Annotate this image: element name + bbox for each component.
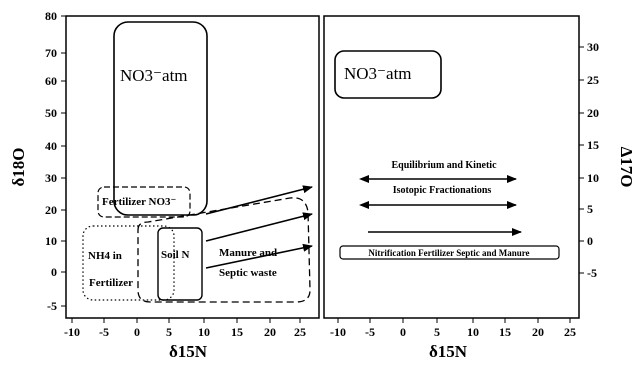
equilibrium-label-line2: Isotopic Fractionations bbox=[393, 185, 492, 196]
region-nh4-label-line2: Fertilizer bbox=[89, 277, 133, 289]
right-y-tick-label: 20 bbox=[587, 106, 599, 120]
right-y-tick-label: -5 bbox=[587, 266, 597, 280]
right-y-tick-label: 10 bbox=[587, 171, 599, 185]
right-x-tick-label: 5 bbox=[434, 325, 440, 339]
trend-arrow-upper bbox=[205, 185, 313, 215]
right-x-tick-label: -10 bbox=[330, 325, 346, 339]
left-y-tick-label: 40 bbox=[45, 139, 57, 153]
right-x-tick-label: 20 bbox=[532, 325, 544, 339]
right-x-axis-title: δ15N bbox=[429, 342, 468, 361]
right-x-tick-label: 25 bbox=[564, 325, 576, 339]
right-plot-frame bbox=[323, 15, 580, 319]
right-y-tick-label: 25 bbox=[587, 73, 599, 87]
region-atm-no3 bbox=[113, 21, 208, 216]
right-panel: 30 25 20 15 10 5 0 -5 -10 -5 0 5 10 15 bbox=[323, 15, 636, 361]
right-x-tick-label: 15 bbox=[499, 325, 511, 339]
left-y-tick-label: 60 bbox=[45, 74, 57, 88]
equilibrium-label-line1: Equilibrium and Kinetic bbox=[391, 160, 497, 171]
region-fertilizer-no3 bbox=[97, 186, 191, 218]
right-y-ticks bbox=[579, 46, 584, 274]
nitrification-box bbox=[339, 245, 560, 260]
left-x-tick-label: -5 bbox=[99, 325, 109, 339]
left-x-ticks bbox=[71, 318, 301, 323]
right-x-ticks bbox=[337, 318, 571, 323]
right-y-axis-title: Δ17O bbox=[617, 147, 636, 188]
region-manure-label-line2: Septic waste bbox=[219, 267, 277, 279]
right-x-tick-label: -5 bbox=[365, 325, 375, 339]
left-y-tick-label: 20 bbox=[45, 203, 57, 217]
left-x-tick-label: -10 bbox=[64, 325, 80, 339]
left-y-tick-labels: 80 70 60 50 40 30 20 10 0 -5 bbox=[45, 9, 57, 313]
left-y-tick-label: 0 bbox=[51, 265, 57, 279]
left-y-tick-label: 80 bbox=[45, 9, 57, 23]
right-x-tick-labels: -10 -5 0 5 10 15 20 25 bbox=[330, 325, 576, 339]
right-atm-no3-box bbox=[334, 50, 442, 99]
left-x-tick-label: 20 bbox=[264, 325, 276, 339]
left-x-tick-label: 5 bbox=[166, 325, 172, 339]
left-y-axis-title: δ18O bbox=[9, 147, 28, 186]
left-y-tick-label: 30 bbox=[45, 171, 57, 185]
region-fertilizer-no3-label: Fertilizer NO3⁻ bbox=[102, 196, 177, 208]
left-x-axis-title: δ15N bbox=[169, 342, 208, 361]
left-x-tick-label: 15 bbox=[231, 325, 243, 339]
left-y-ticks bbox=[61, 15, 66, 307]
left-y-tick-label: 10 bbox=[45, 234, 57, 248]
nitrification-label: Nitrification Fertilizer Septic and Manu… bbox=[368, 248, 529, 258]
region-nh4-label-line1: NH4 in bbox=[88, 250, 122, 262]
region-atm-no3-label: NO3⁻atm bbox=[120, 66, 188, 85]
left-x-tick-labels: -10 -5 0 5 10 15 20 25 bbox=[64, 325, 306, 339]
right-y-tick-label: 5 bbox=[587, 202, 593, 216]
left-plot-frame bbox=[65, 15, 320, 319]
trend-arrows bbox=[205, 185, 313, 269]
right-x-tick-label: 10 bbox=[467, 325, 479, 339]
trend-arrow-lower bbox=[205, 243, 313, 269]
left-y-tick-label: 70 bbox=[45, 46, 57, 60]
region-manure-label-line1: Manure and bbox=[219, 247, 277, 259]
right-x-tick-label: 0 bbox=[400, 325, 406, 339]
left-y-tick-label: 50 bbox=[45, 106, 57, 120]
left-x-tick-label: 10 bbox=[198, 325, 210, 339]
left-panel: 80 70 60 50 40 30 20 10 0 -5 -10 -5 0 5 bbox=[9, 9, 320, 361]
right-y-tick-label: 30 bbox=[587, 40, 599, 54]
left-x-tick-label: 0 bbox=[134, 325, 140, 339]
right-atm-no3-label: NO3⁻atm bbox=[344, 64, 412, 83]
region-soil-n bbox=[157, 227, 203, 301]
trend-arrow-middle bbox=[205, 212, 313, 242]
right-y-tick-labels: 30 25 20 15 10 5 0 -5 bbox=[587, 40, 599, 280]
left-y-tick-label: -5 bbox=[47, 299, 57, 313]
right-y-tick-label: 0 bbox=[587, 234, 593, 248]
left-x-tick-label: 25 bbox=[294, 325, 306, 339]
region-soil-n-label: Soil N bbox=[161, 249, 189, 261]
right-y-tick-label: 15 bbox=[587, 138, 599, 152]
